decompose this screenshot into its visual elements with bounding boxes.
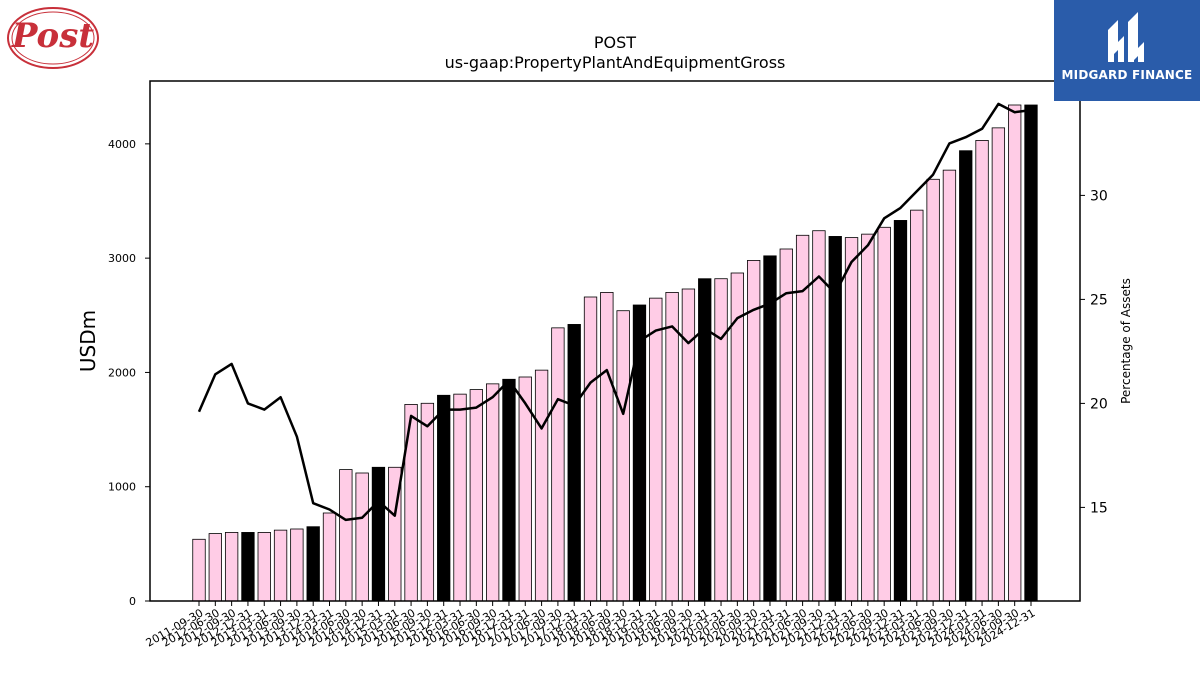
bar-2021-03-31 bbox=[779, 248, 793, 602]
y-tick-label: 2000 bbox=[108, 366, 136, 379]
y-tick-label: 3000 bbox=[108, 252, 136, 265]
bar-2016-12-31 bbox=[502, 378, 516, 602]
y-right-tick-label: 15 bbox=[1090, 500, 1108, 516]
midgard-logo-icon bbox=[1108, 12, 1144, 62]
bar-2012-12-31 bbox=[241, 532, 255, 602]
post-logo: Post bbox=[6, 6, 100, 70]
y-tick-label: 0 bbox=[129, 595, 136, 608]
bar-2016-06-30 bbox=[469, 389, 483, 602]
bar-2022-09-30 bbox=[877, 226, 891, 602]
bar-2020-03-31 bbox=[714, 278, 728, 602]
brand-text: MIDGARD FINANCE bbox=[1061, 68, 1193, 82]
bar-2023-06-30 bbox=[926, 178, 940, 602]
bar-2020-12-31 bbox=[763, 255, 777, 602]
bar-2018-09-30 bbox=[616, 310, 630, 602]
bar-2019-03-31 bbox=[649, 297, 663, 602]
bar-2014-06-30 bbox=[339, 469, 353, 602]
bar-2014-03-31 bbox=[322, 512, 337, 602]
bar-2011-09-30 bbox=[192, 538, 206, 602]
y-right-tick-label: 25 bbox=[1090, 292, 1108, 308]
x-ticks-group: 2011-09-302012-06-302012-09-302012-12-31… bbox=[144, 601, 1038, 650]
bar-2017-12-31 bbox=[567, 324, 581, 602]
logo-oval-icon bbox=[7, 7, 99, 69]
bar-2017-09-30 bbox=[551, 327, 565, 602]
bars-group bbox=[192, 104, 1038, 602]
bar-2017-06-30 bbox=[534, 369, 549, 602]
y-tick-label: 4000 bbox=[108, 138, 136, 151]
bar-2014-12-31 bbox=[371, 466, 386, 602]
bar-2016-03-31 bbox=[453, 393, 467, 602]
bar-2016-09-30 bbox=[485, 383, 500, 602]
y-right-tick-label: 20 bbox=[1090, 396, 1108, 412]
chart-title: POST bbox=[594, 33, 636, 52]
bar-2013-12-31 bbox=[306, 526, 320, 602]
bar-2024-09-30 bbox=[1008, 104, 1022, 602]
bar-2022-12-31 bbox=[893, 220, 908, 602]
bar-2022-06-30 bbox=[861, 233, 875, 602]
bar-2012-06-30 bbox=[208, 533, 222, 602]
plot-frame bbox=[149, 80, 1081, 602]
bar-2015-06-30 bbox=[404, 404, 418, 602]
bar-2013-06-30 bbox=[273, 529, 288, 602]
bar-2019-06-30 bbox=[665, 292, 679, 602]
bar-2024-12-31 bbox=[1024, 104, 1038, 602]
logo-text: Post bbox=[11, 16, 95, 56]
bar-2015-09-30 bbox=[420, 402, 435, 602]
bar-2018-03-31 bbox=[583, 296, 598, 602]
bar-2018-06-30 bbox=[600, 292, 614, 602]
bar-2015-12-31 bbox=[437, 394, 451, 602]
bar-2019-09-30 bbox=[681, 288, 696, 602]
midgard-finance-badge: MIDGARD FINANCE bbox=[1054, 0, 1200, 101]
bar-2018-12-31 bbox=[632, 304, 647, 602]
bar-2021-09-30 bbox=[812, 230, 826, 602]
bar-2019-12-31 bbox=[698, 278, 712, 602]
series-line bbox=[197, 102, 1032, 522]
bar-2023-12-31 bbox=[959, 150, 973, 602]
y-ticks-right-group: 15 20 25 30 bbox=[1080, 188, 1108, 516]
y-tick-label: 1000 bbox=[108, 481, 136, 494]
y-axis-label: USDm bbox=[76, 310, 100, 372]
bar-2024-06-30 bbox=[991, 127, 1006, 602]
y-right-tick-label: 30 bbox=[1090, 188, 1108, 204]
bar-2012-09-30 bbox=[224, 532, 239, 602]
bar-2013-09-30 bbox=[290, 528, 304, 602]
y-ticks-group: 0 1000 2000 3000 4000 bbox=[108, 138, 150, 608]
bar-2022-03-31 bbox=[844, 237, 859, 602]
bar-2013-03-31 bbox=[257, 532, 271, 602]
bar-2023-09-30 bbox=[942, 169, 957, 602]
bar-2014-09-30 bbox=[355, 472, 369, 602]
bar-2023-03-31 bbox=[910, 209, 924, 602]
y-axis-label-right: Percentage of Assets bbox=[1119, 278, 1133, 404]
chart-subtitle: us-gaap:PropertyPlantAndEquipmentGross bbox=[445, 53, 786, 72]
bar-2024-03-31 bbox=[975, 140, 989, 602]
